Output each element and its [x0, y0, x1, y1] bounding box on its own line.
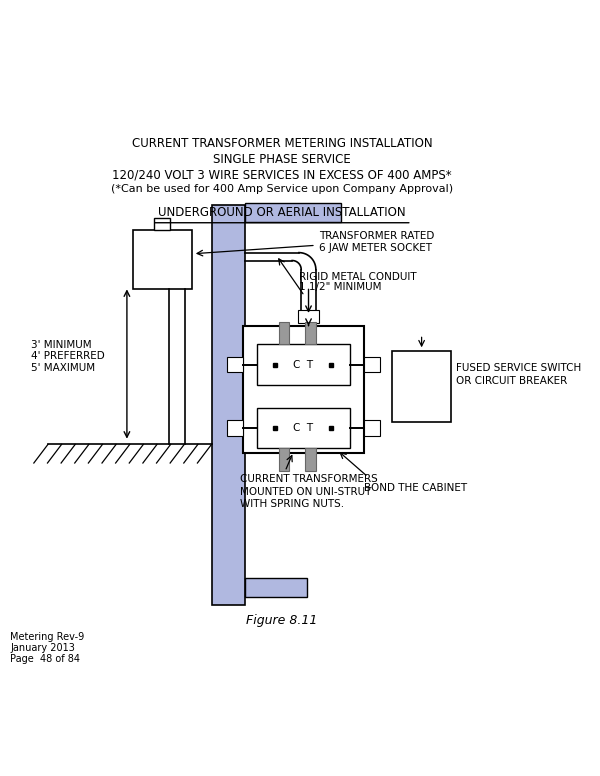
Bar — [305, 449, 316, 471]
Text: CURRENT TRANSFORMERS: CURRENT TRANSFORMERS — [240, 474, 377, 484]
Bar — [364, 357, 380, 372]
Text: (*Can be used for 400 Amp Service upon Company Approval): (*Can be used for 400 Amp Service upon C… — [111, 185, 453, 194]
Bar — [227, 357, 242, 372]
Text: January 2013: January 2013 — [10, 643, 75, 653]
Text: BOND THE CABINET: BOND THE CABINET — [364, 483, 467, 493]
Text: C  T: C T — [293, 359, 313, 369]
Bar — [305, 322, 316, 345]
Bar — [298, 310, 319, 323]
Bar — [133, 230, 192, 289]
Bar — [257, 407, 350, 449]
Text: 1 1/2" MINIMUM: 1 1/2" MINIMUM — [299, 282, 382, 292]
Text: MOUNTED ON UNI-STRUT: MOUNTED ON UNI-STRUT — [240, 487, 371, 497]
Text: Figure 8.11: Figure 8.11 — [247, 614, 318, 626]
Text: SINGLE PHASE SERVICE: SINGLE PHASE SERVICE — [213, 153, 351, 166]
Text: RIGID METAL CONDUIT: RIGID METAL CONDUIT — [299, 272, 416, 282]
Bar — [212, 205, 245, 605]
Bar — [392, 352, 451, 422]
Bar — [278, 449, 289, 471]
Bar — [227, 420, 242, 436]
Bar — [154, 217, 170, 230]
Bar — [245, 578, 307, 597]
Bar — [257, 345, 350, 385]
Bar — [364, 420, 380, 436]
Text: UNDERGROUND OR AERIAL INSTALLATION: UNDERGROUND OR AERIAL INSTALLATION — [158, 206, 406, 219]
Text: FUSED SERVICE SWITCH: FUSED SERVICE SWITCH — [456, 363, 581, 373]
Text: Page  48 of 84: Page 48 of 84 — [10, 654, 80, 664]
Text: C  T: C T — [293, 423, 313, 433]
Text: OR CIRCUIT BREAKER: OR CIRCUIT BREAKER — [456, 376, 567, 386]
Bar — [278, 322, 289, 345]
Text: CURRENT TRANSFORMER METERING INSTALLATION: CURRENT TRANSFORMER METERING INSTALLATIO… — [132, 137, 433, 150]
Bar — [245, 203, 341, 222]
Bar — [242, 326, 364, 453]
Text: Metering Rev-9: Metering Rev-9 — [10, 632, 85, 642]
Text: 3' MINIMUM: 3' MINIMUM — [31, 340, 92, 350]
Text: 4' PREFERRED: 4' PREFERRED — [31, 352, 105, 362]
Text: 120/240 VOLT 3 WIRE SERVICES IN EXCESS OF 400 AMPS*: 120/240 VOLT 3 WIRE SERVICES IN EXCESS O… — [112, 168, 452, 182]
Text: WITH SPRING NUTS.: WITH SPRING NUTS. — [240, 499, 344, 509]
Text: 5' MAXIMUM: 5' MAXIMUM — [31, 362, 95, 372]
Text: TRANSFORMER RATED: TRANSFORMER RATED — [319, 231, 434, 241]
Text: 6 JAW METER SOCKET: 6 JAW METER SOCKET — [319, 243, 431, 253]
